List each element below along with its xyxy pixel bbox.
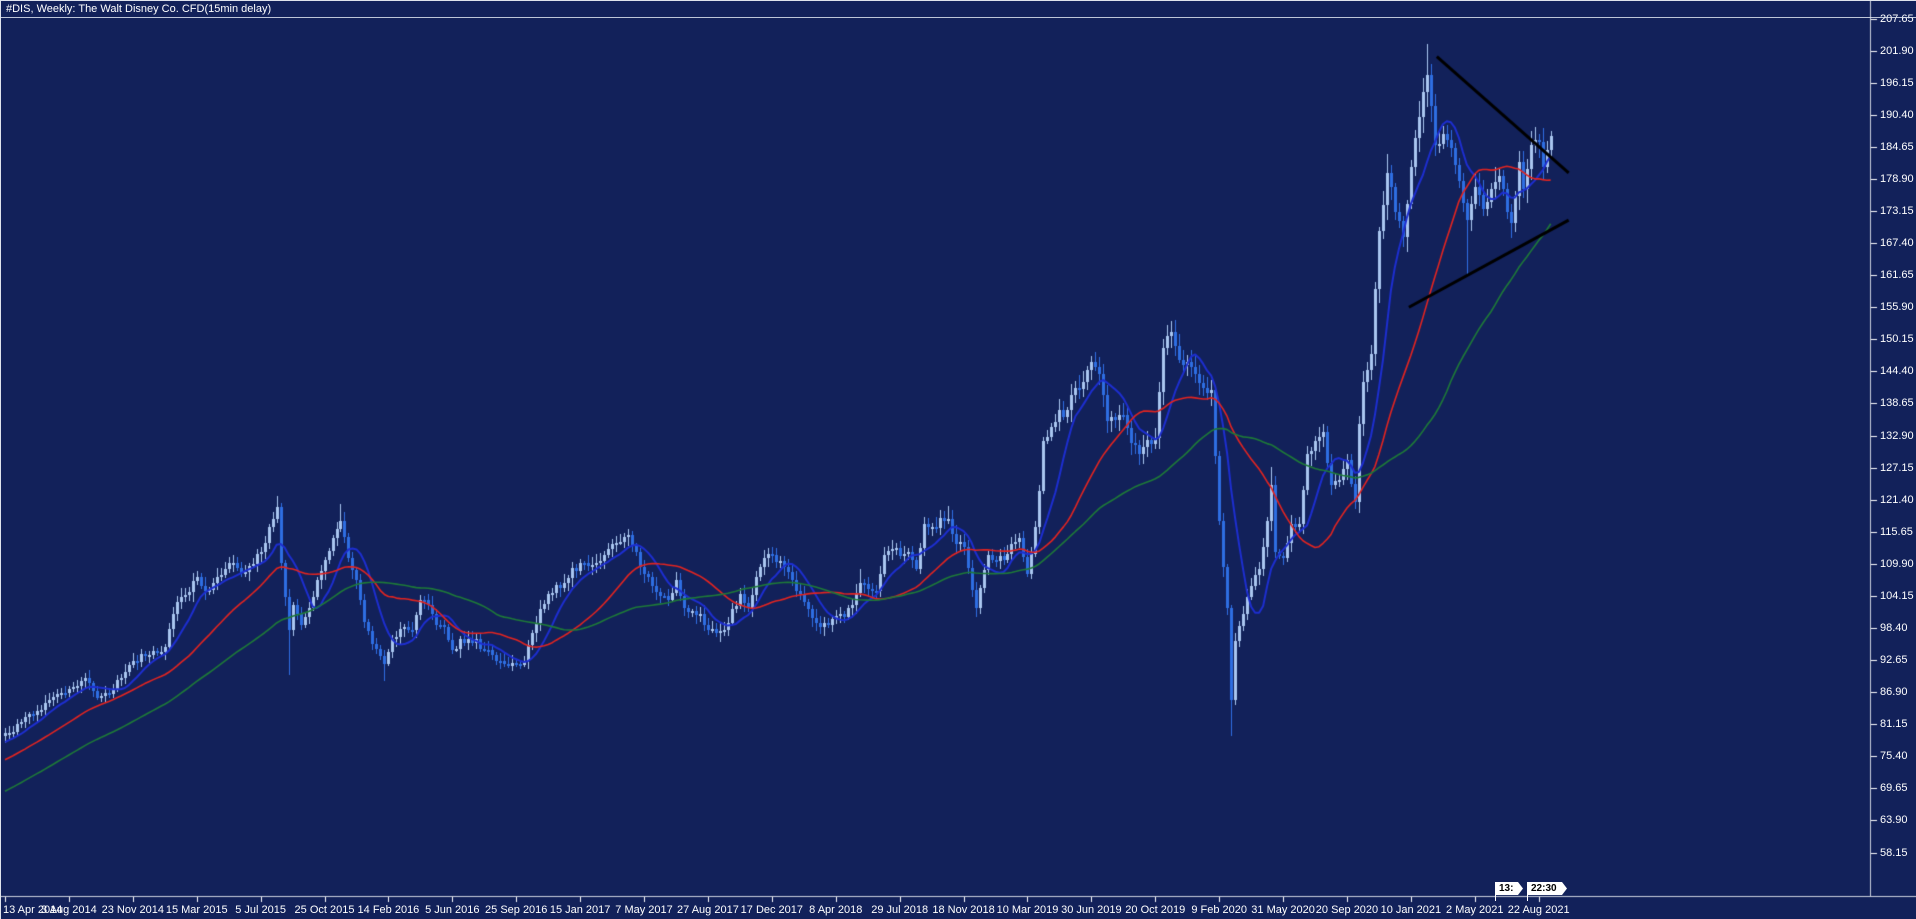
time-flag[interactable]: 13: [1496, 882, 1523, 895]
chart-title: #DIS, Weekly: The Walt Disney Co. CFD(15… [1, 1, 1916, 18]
time-flag[interactable]: 22:30 [1528, 882, 1567, 895]
time-flag-pole [1495, 882, 1496, 901]
time-flag-pole [1527, 882, 1528, 901]
